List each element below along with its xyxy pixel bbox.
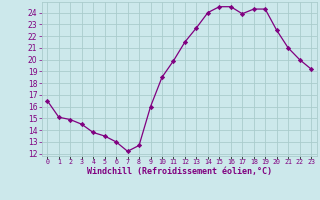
X-axis label: Windchill (Refroidissement éolien,°C): Windchill (Refroidissement éolien,°C) bbox=[87, 167, 272, 176]
